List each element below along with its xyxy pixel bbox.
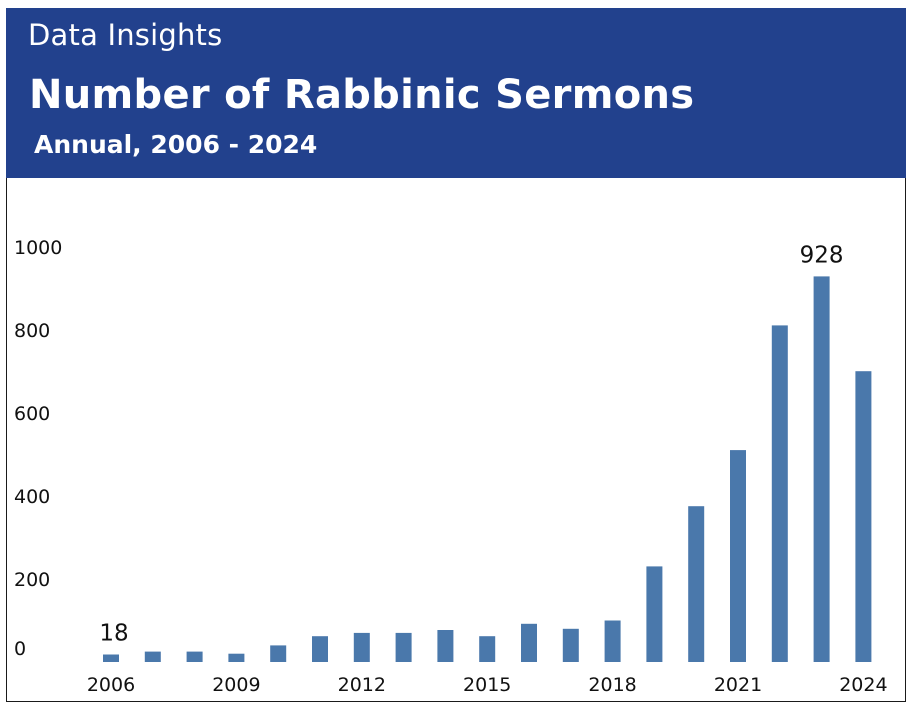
x-tick-label-2024: 2024 <box>839 674 887 696</box>
bar-2007 <box>144 651 161 662</box>
bar-2016 <box>521 623 537 662</box>
bar-2019 <box>646 566 663 662</box>
bar-2017 <box>562 628 579 662</box>
bar-2014 <box>437 630 454 662</box>
bar-2012 <box>353 632 370 662</box>
y-tick-label-400: 400 <box>14 486 50 508</box>
bar-2013 <box>395 632 412 662</box>
bar-2018 <box>604 620 621 662</box>
x-tick-label-2021: 2021 <box>714 674 762 696</box>
bar-2008 <box>186 651 203 662</box>
bar-2020 <box>688 506 705 662</box>
chart-subtitle: Annual, 2006 - 2024 <box>34 130 318 159</box>
bar-2021 <box>730 450 746 662</box>
x-tick-label-2009: 2009 <box>212 674 260 696</box>
bar-2011 <box>312 636 328 662</box>
chart-header: Data Insights Number of Rabbinic Sermons… <box>6 8 906 178</box>
y-tick-label-200: 200 <box>14 569 50 591</box>
x-tick-label-2018: 2018 <box>588 674 636 696</box>
y-tick-label-800: 800 <box>14 320 50 342</box>
x-tick-label-2012: 2012 <box>338 674 386 696</box>
chart-title: Number of Rabbinic Sermons <box>29 72 695 118</box>
bar-2015 <box>479 636 496 662</box>
bar-2006 <box>103 654 119 662</box>
bar-2009 <box>228 653 245 662</box>
bar-2022 <box>771 325 788 662</box>
bar-2024 <box>855 371 872 662</box>
x-tick-label-2015: 2015 <box>463 674 511 696</box>
y-tick-label-1000: 1000 <box>14 237 62 259</box>
y-tick-label-600: 600 <box>14 403 50 425</box>
bar-2010 <box>270 645 287 662</box>
data-label-2006: 18 <box>99 621 128 647</box>
y-tick-label-0: 0 <box>14 638 26 660</box>
x-tick-label-2006: 2006 <box>87 674 135 696</box>
bar-2023 <box>813 276 830 662</box>
data-label-2023: 928 <box>800 242 844 268</box>
header-kicker: Data Insights <box>28 18 223 52</box>
